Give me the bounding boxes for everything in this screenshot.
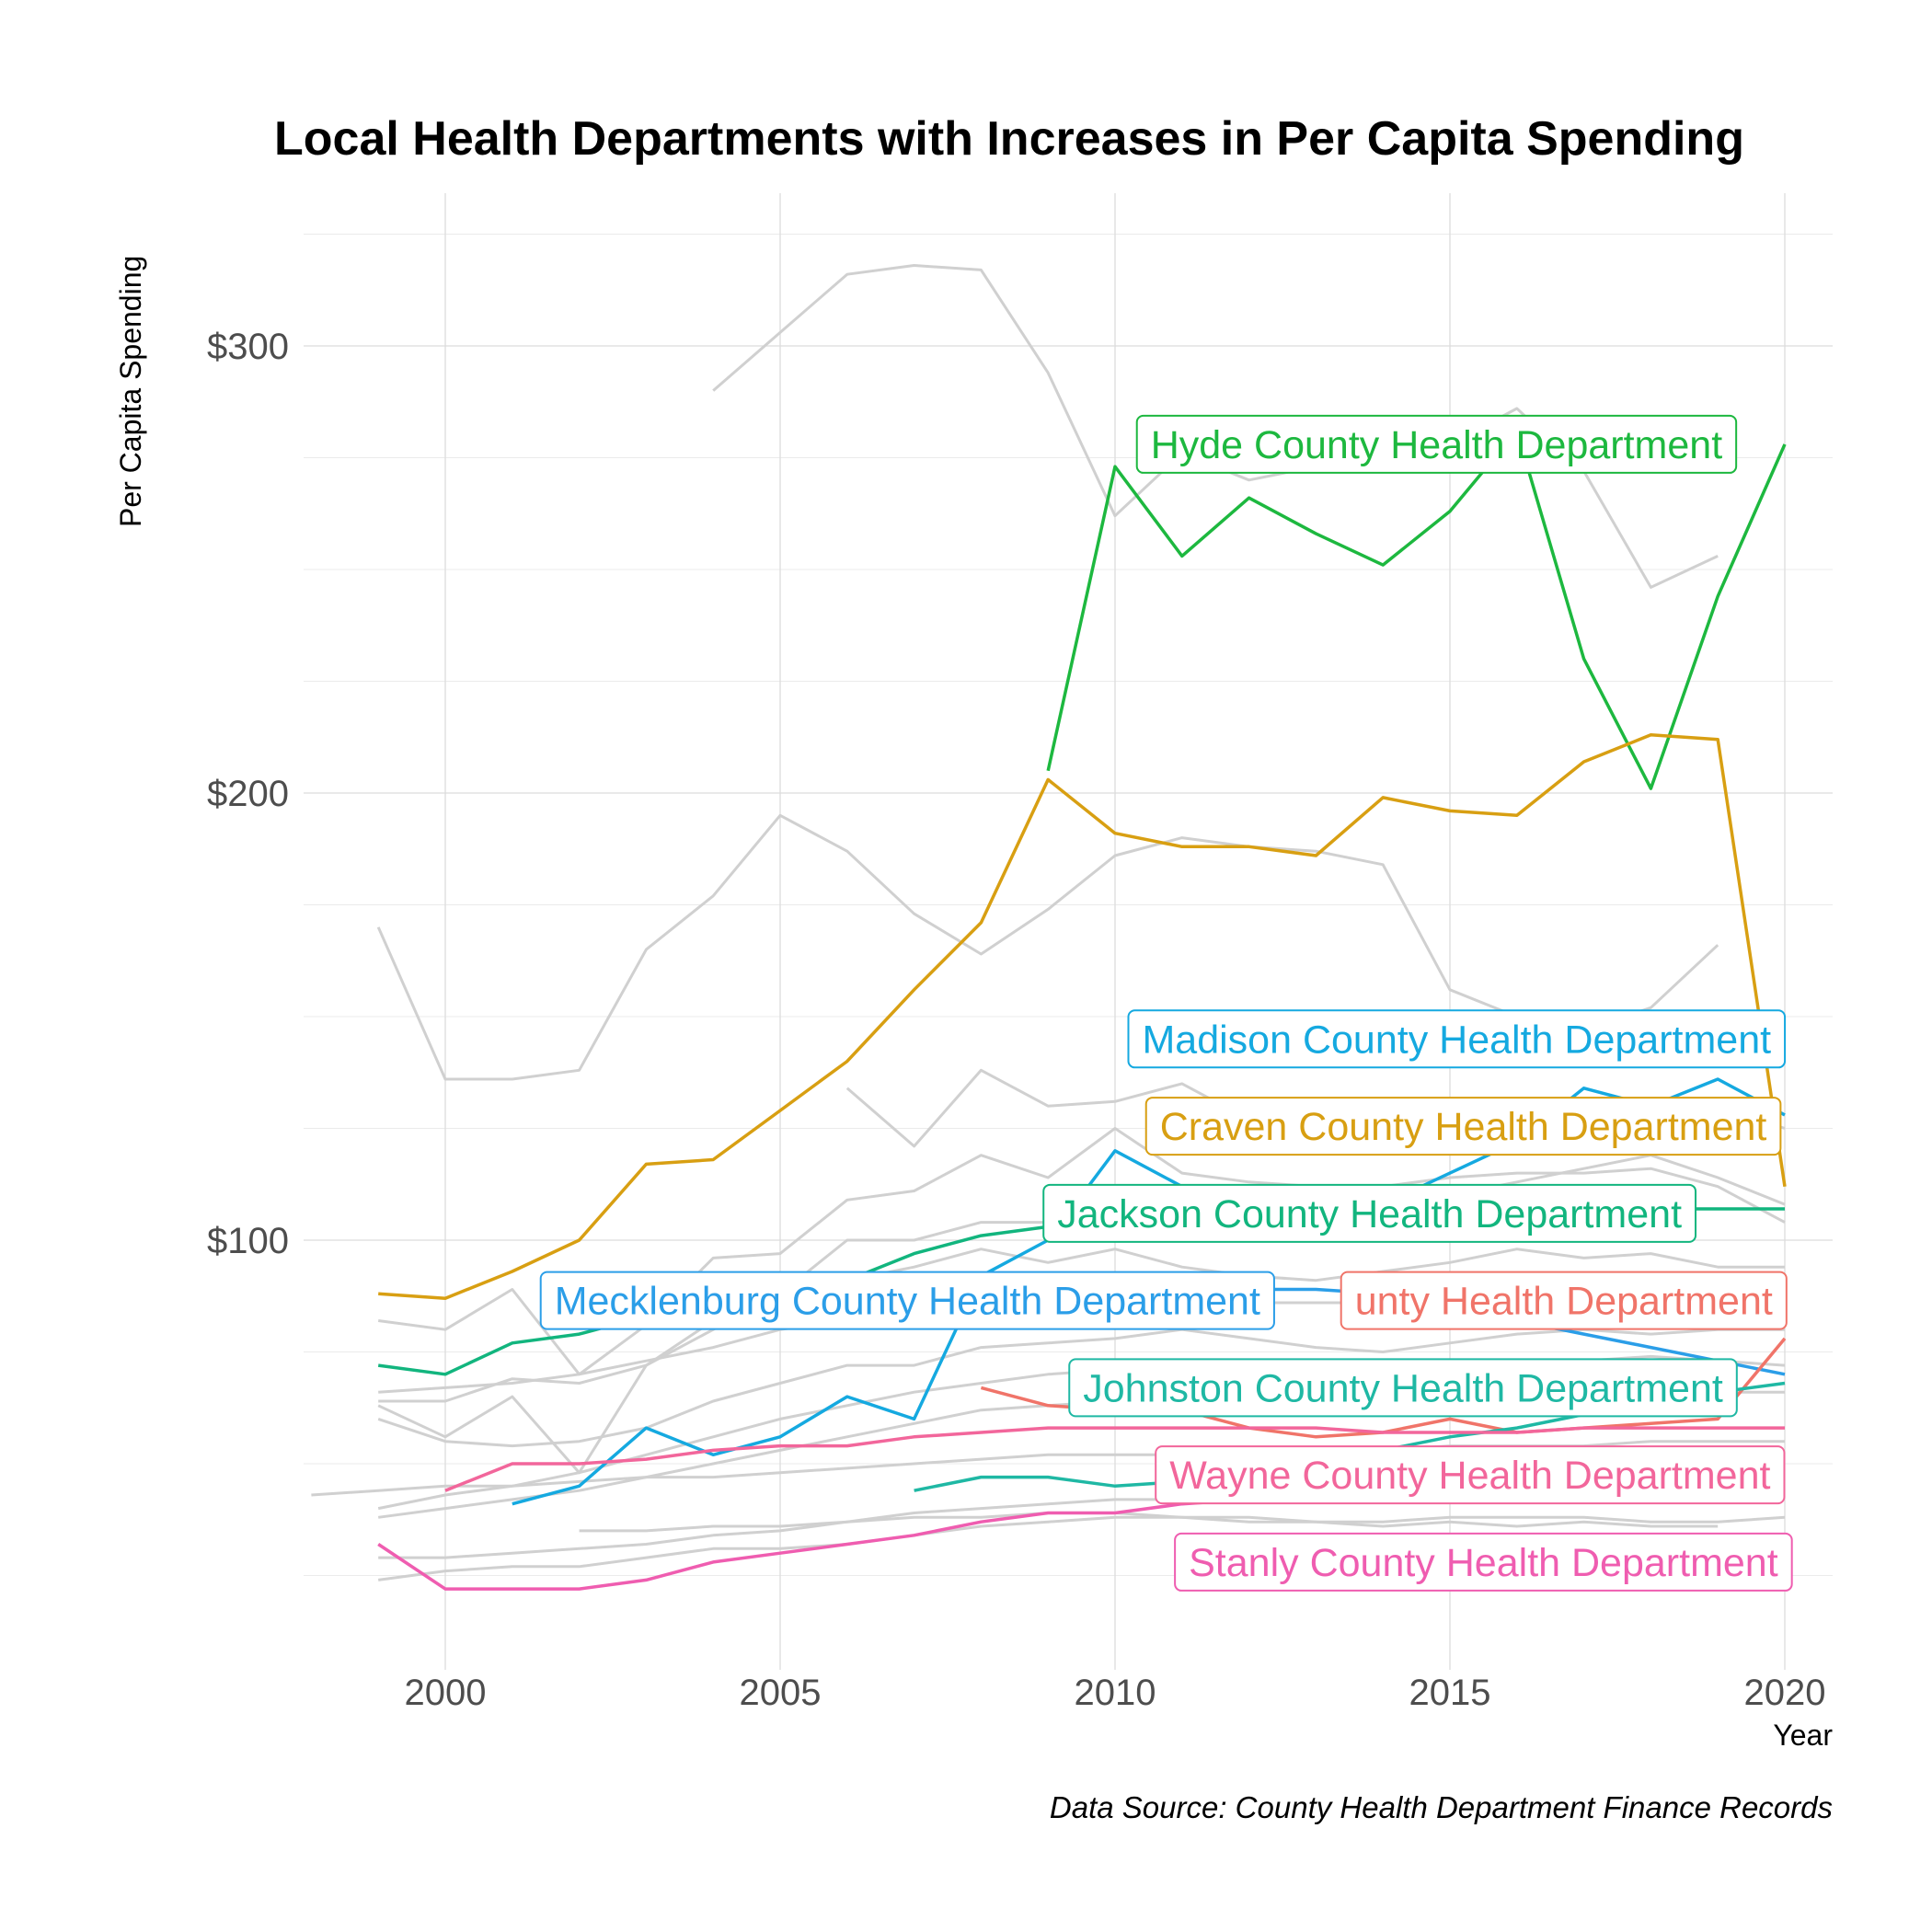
- series-label-box: [1135, 414, 1738, 474]
- x-axis-title: Year: [1773, 1719, 1833, 1752]
- series-label-box: [1174, 1532, 1793, 1592]
- y-axis-ticks: $100 $200 $300: [207, 327, 289, 1261]
- x-tick-label: 2020: [1744, 1673, 1826, 1713]
- background-series-line: [378, 1127, 1786, 1376]
- series-label: Craven County Health Department: [1144, 1097, 1782, 1156]
- series-label-box: [1155, 1445, 1786, 1505]
- series-label: Jackson County Health Department: [1042, 1183, 1697, 1243]
- series-label-text: Jackson County Health Department: [1057, 1192, 1682, 1236]
- series-line: [444, 1426, 1785, 1492]
- y-tick-label: $300: [207, 327, 289, 367]
- series-label-text: Hyde County Health Department: [1151, 423, 1722, 467]
- series-label-box: [539, 1271, 1275, 1330]
- background-series-line: [376, 813, 1719, 1081]
- series-label-box: [1340, 1271, 1788, 1330]
- series-label: Mecklenburg County Health Department: [539, 1271, 1275, 1330]
- series-label-text: unty Health Department: [1355, 1280, 1773, 1324]
- series-line: [1046, 429, 1787, 790]
- data-source-caption: Data Source: County Health Department Fi…: [1050, 1790, 1833, 1824]
- series-label-text: Stanly County Health Department: [1189, 1541, 1778, 1585]
- series-label-box: [1127, 1009, 1787, 1069]
- series-label-text: Wayne County Health Department: [1169, 1454, 1770, 1498]
- chart-title: Local Health Departments with Increases …: [274, 112, 1744, 166]
- series-label: Madison County Health Department: [1127, 1009, 1787, 1069]
- x-tick-label: 2015: [1409, 1673, 1491, 1713]
- series-label-text: Johnston County Health Department: [1083, 1366, 1723, 1410]
- series-label: Stanly County Health Department: [1174, 1532, 1793, 1592]
- series-label: Hyde County Health Department: [1135, 414, 1738, 474]
- grid: [304, 193, 1833, 1670]
- series-label-box: [1042, 1183, 1697, 1243]
- series-line: [378, 733, 1787, 1300]
- background-series-line: [579, 1512, 1719, 1533]
- series-label: Johnston County Health Department: [1068, 1358, 1738, 1418]
- x-axis-ticks: 2000 2005 2010 2015 2020: [405, 1673, 1826, 1713]
- y-tick-label: $200: [207, 774, 289, 814]
- x-tick-label: 2010: [1075, 1673, 1156, 1713]
- background-series-line: [377, 1328, 1785, 1448]
- x-tick-label: 2005: [740, 1673, 822, 1713]
- y-tick-label: $100: [207, 1221, 289, 1261]
- series-label-box: [1144, 1097, 1782, 1156]
- background-series-line: [377, 1515, 1786, 1581]
- series-label-text: Mecklenburg County Health Department: [555, 1280, 1260, 1324]
- series-label-box: [1068, 1358, 1738, 1418]
- series-label: unty Health Department: [1340, 1271, 1788, 1330]
- x-tick-label: 2000: [405, 1673, 487, 1713]
- series-label-text: Madison County Health Department: [1142, 1018, 1771, 1062]
- y-axis-title: Per Capita Spending: [114, 256, 147, 527]
- series-label-text: Craven County Health Department: [1160, 1105, 1767, 1149]
- background-series-line: [378, 1248, 1785, 1403]
- series-labels-group: Hyde County Health Department Madison Cou…: [539, 414, 1793, 1592]
- series-label: Wayne County Health Department: [1155, 1445, 1786, 1505]
